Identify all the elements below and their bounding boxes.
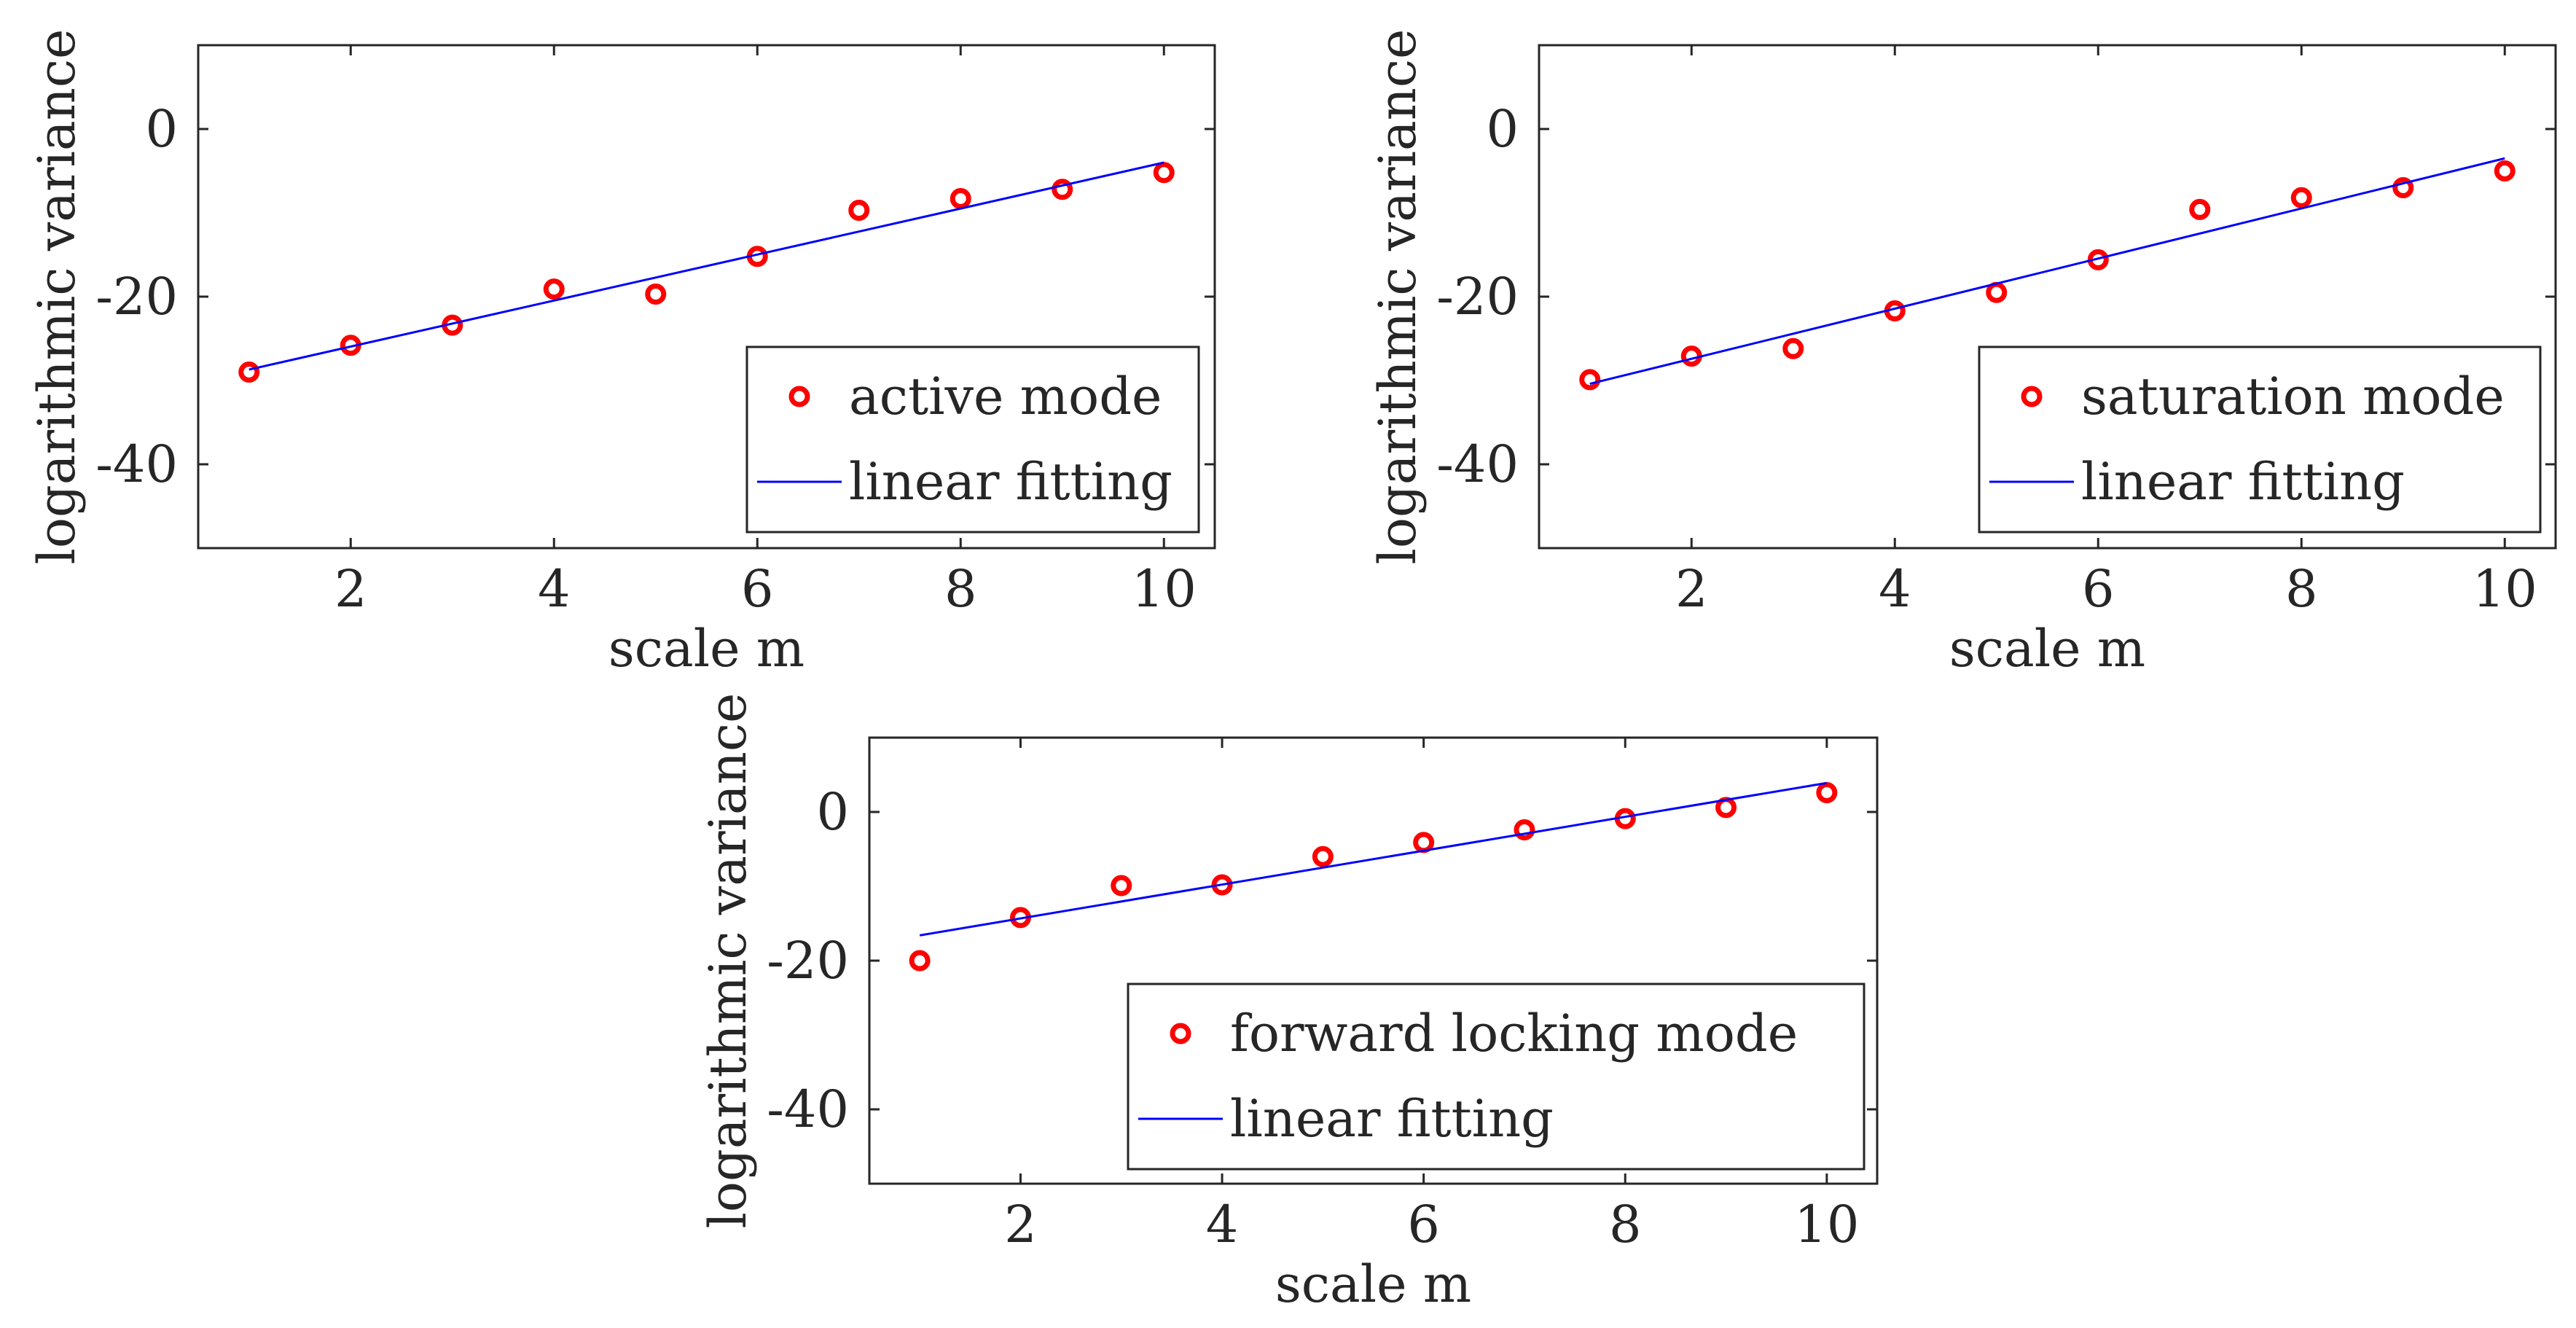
y-axis-label: logarithmic variance [27, 29, 87, 565]
x-tick-label: 10 [1132, 559, 1197, 619]
x-tick-label: 6 [1407, 1195, 1440, 1254]
legend: active mode linear fitting [745, 345, 1200, 534]
data-point [2494, 160, 2516, 181]
x-tick-label: 6 [741, 559, 774, 619]
data-point [950, 187, 971, 209]
y-tick-label: 0 [145, 99, 178, 159]
data-point [543, 278, 565, 300]
y-tick-label: -20 [767, 931, 849, 991]
data-point [1413, 832, 1435, 854]
fit-line [1589, 157, 2505, 386]
y-axis-label: logarithmic variance [1368, 29, 1428, 565]
legend-marker-icon [788, 386, 810, 407]
legend-box [745, 345, 1200, 534]
x-tick-label: 6 [2082, 559, 2115, 619]
x-tick-label: 8 [944, 559, 977, 619]
chart-panel-2: 2 4 6 8 10 0 -20 -40 scale m logarithmic variance… [1368, 29, 2557, 679]
legend-marker-icon [2021, 386, 2043, 407]
data-point [2290, 187, 2312, 208]
x-tick-label: 8 [2285, 559, 2318, 619]
y-tick-label: -40 [1436, 434, 1519, 494]
chart-panel-1: 2 4 6 8 10 0 -20 -40 scale m logarithmic variance… [27, 29, 1216, 679]
legend-box [1127, 983, 1866, 1171]
x-tick-label: 8 [1609, 1195, 1642, 1254]
data-point [848, 200, 870, 222]
data-point [2189, 198, 2211, 220]
x-tick-label: 2 [1004, 1195, 1037, 1254]
data-point [1052, 179, 1073, 200]
y-tick-label: -40 [95, 434, 178, 494]
legend-label: linear fitting [2081, 452, 2405, 512]
data-point [1153, 162, 1175, 184]
x-axis-label: scale m [1275, 1254, 1471, 1314]
legend-label: linear fitting [1230, 1089, 1554, 1149]
data-point [1579, 369, 1601, 391]
data-point [1986, 281, 2008, 303]
x-tick-label: 10 [2473, 559, 2537, 619]
data-point [909, 950, 931, 972]
fit-line [919, 781, 1828, 937]
data-point [1111, 875, 1132, 897]
x-tick-label: 4 [538, 559, 571, 619]
y-tick-label: -40 [767, 1079, 849, 1139]
x-tick-label: 2 [1675, 559, 1708, 619]
data-point [238, 362, 260, 383]
y-tick-label: 0 [816, 782, 849, 842]
data-point [1782, 337, 1804, 359]
legend-marker-icon [1170, 1023, 1191, 1044]
legend-label: saturation mode [2081, 367, 2505, 426]
x-tick-label: 10 [1794, 1195, 1859, 1254]
legend-label: linear fitting [849, 452, 1172, 512]
data-point [2392, 177, 2414, 198]
y-tick-label: 0 [1486, 99, 1519, 159]
data-point [1312, 845, 1334, 867]
chart-panel-3: 2 4 6 8 10 0 -20 -40 scale m logarithmic variance… [698, 693, 1879, 1314]
y-tick-label: -20 [1436, 267, 1519, 327]
legend-box [1978, 345, 2542, 534]
x-tick-label: 2 [334, 559, 367, 619]
data-point [1816, 781, 1838, 803]
x-axis-label: scale m [608, 619, 804, 679]
x-tick-label: 4 [1879, 559, 1911, 619]
y-tick-label: -20 [95, 267, 178, 327]
data-point [1680, 345, 1702, 367]
y-axis-label: logarithmic variance [698, 693, 758, 1229]
data-point [1514, 819, 1535, 840]
fit-line [248, 161, 1164, 371]
legend: saturation mode linear fitting [1978, 345, 2542, 534]
legend-label: forward locking mode [1230, 1004, 1798, 1063]
data-point [645, 284, 667, 305]
x-axis-label: scale m [1949, 619, 2145, 679]
legend-label: active mode [849, 367, 1162, 426]
legend: forward locking mode linear fitting [1127, 983, 1866, 1171]
x-tick-label: 4 [1206, 1195, 1239, 1254]
